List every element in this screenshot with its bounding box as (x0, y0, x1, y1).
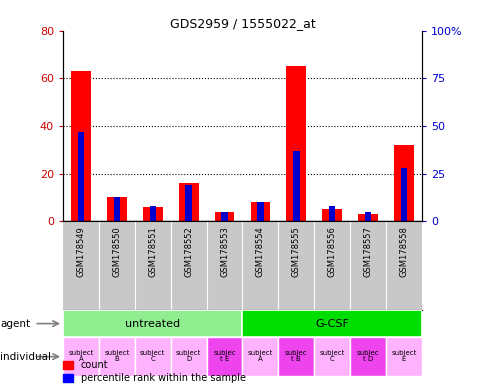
Text: subject
D: subject D (176, 349, 201, 362)
Text: untreated: untreated (125, 319, 180, 329)
Bar (278, 337, 314, 376)
Text: agent: agent (0, 319, 30, 329)
Bar (364, 212, 371, 221)
Text: GSM178555: GSM178555 (291, 226, 300, 276)
Bar (221, 212, 227, 221)
Bar (149, 206, 156, 221)
Bar (71, 71, 91, 221)
Text: GSM178549: GSM178549 (76, 226, 85, 276)
Bar (63, 337, 99, 376)
Bar (314, 337, 349, 376)
Bar (107, 197, 126, 221)
Bar (393, 145, 413, 221)
Bar (135, 337, 170, 376)
Text: GSM178554: GSM178554 (256, 226, 264, 276)
Bar (242, 310, 421, 337)
Text: GSM178552: GSM178552 (184, 226, 193, 276)
Bar (214, 212, 234, 221)
Bar (179, 183, 198, 221)
Text: subject
C: subject C (319, 349, 344, 362)
Bar (400, 168, 407, 221)
Text: individual: individual (0, 352, 51, 362)
Text: GSM178550: GSM178550 (112, 226, 121, 276)
Text: GSM178553: GSM178553 (220, 226, 228, 276)
Text: subject
A: subject A (68, 349, 93, 362)
Bar (358, 214, 377, 221)
Bar (113, 197, 120, 221)
Text: GSM178551: GSM178551 (148, 226, 157, 276)
Bar (206, 337, 242, 376)
Legend: count, percentile rank within the sample: count, percentile rank within the sample (63, 360, 245, 383)
Text: subjec
t E: subjec t E (213, 349, 235, 362)
Bar (349, 337, 385, 376)
Text: GSM178557: GSM178557 (363, 226, 372, 276)
Bar (385, 337, 421, 376)
Text: subjec
t D: subjec t D (356, 349, 378, 362)
Bar (250, 202, 270, 221)
Text: G-CSF: G-CSF (315, 319, 348, 329)
Text: subject
B: subject B (104, 349, 129, 362)
Text: GSM178556: GSM178556 (327, 226, 336, 276)
Text: subject
A: subject A (247, 349, 272, 362)
Text: subjec
t B: subjec t B (285, 349, 307, 362)
Bar (77, 132, 84, 221)
Bar (286, 66, 305, 221)
Bar (170, 337, 206, 376)
Bar (242, 337, 278, 376)
Bar (328, 206, 335, 221)
Bar (143, 207, 162, 221)
Bar (99, 337, 135, 376)
Bar (322, 209, 341, 221)
Bar (185, 185, 192, 221)
Text: GSM178558: GSM178558 (399, 226, 408, 276)
Title: GDS2959 / 1555022_at: GDS2959 / 1555022_at (169, 17, 315, 30)
Bar (257, 202, 263, 221)
Text: subject
C: subject C (140, 349, 165, 362)
Bar (292, 151, 299, 221)
Text: subject
E: subject E (391, 349, 416, 362)
Bar (63, 310, 242, 337)
